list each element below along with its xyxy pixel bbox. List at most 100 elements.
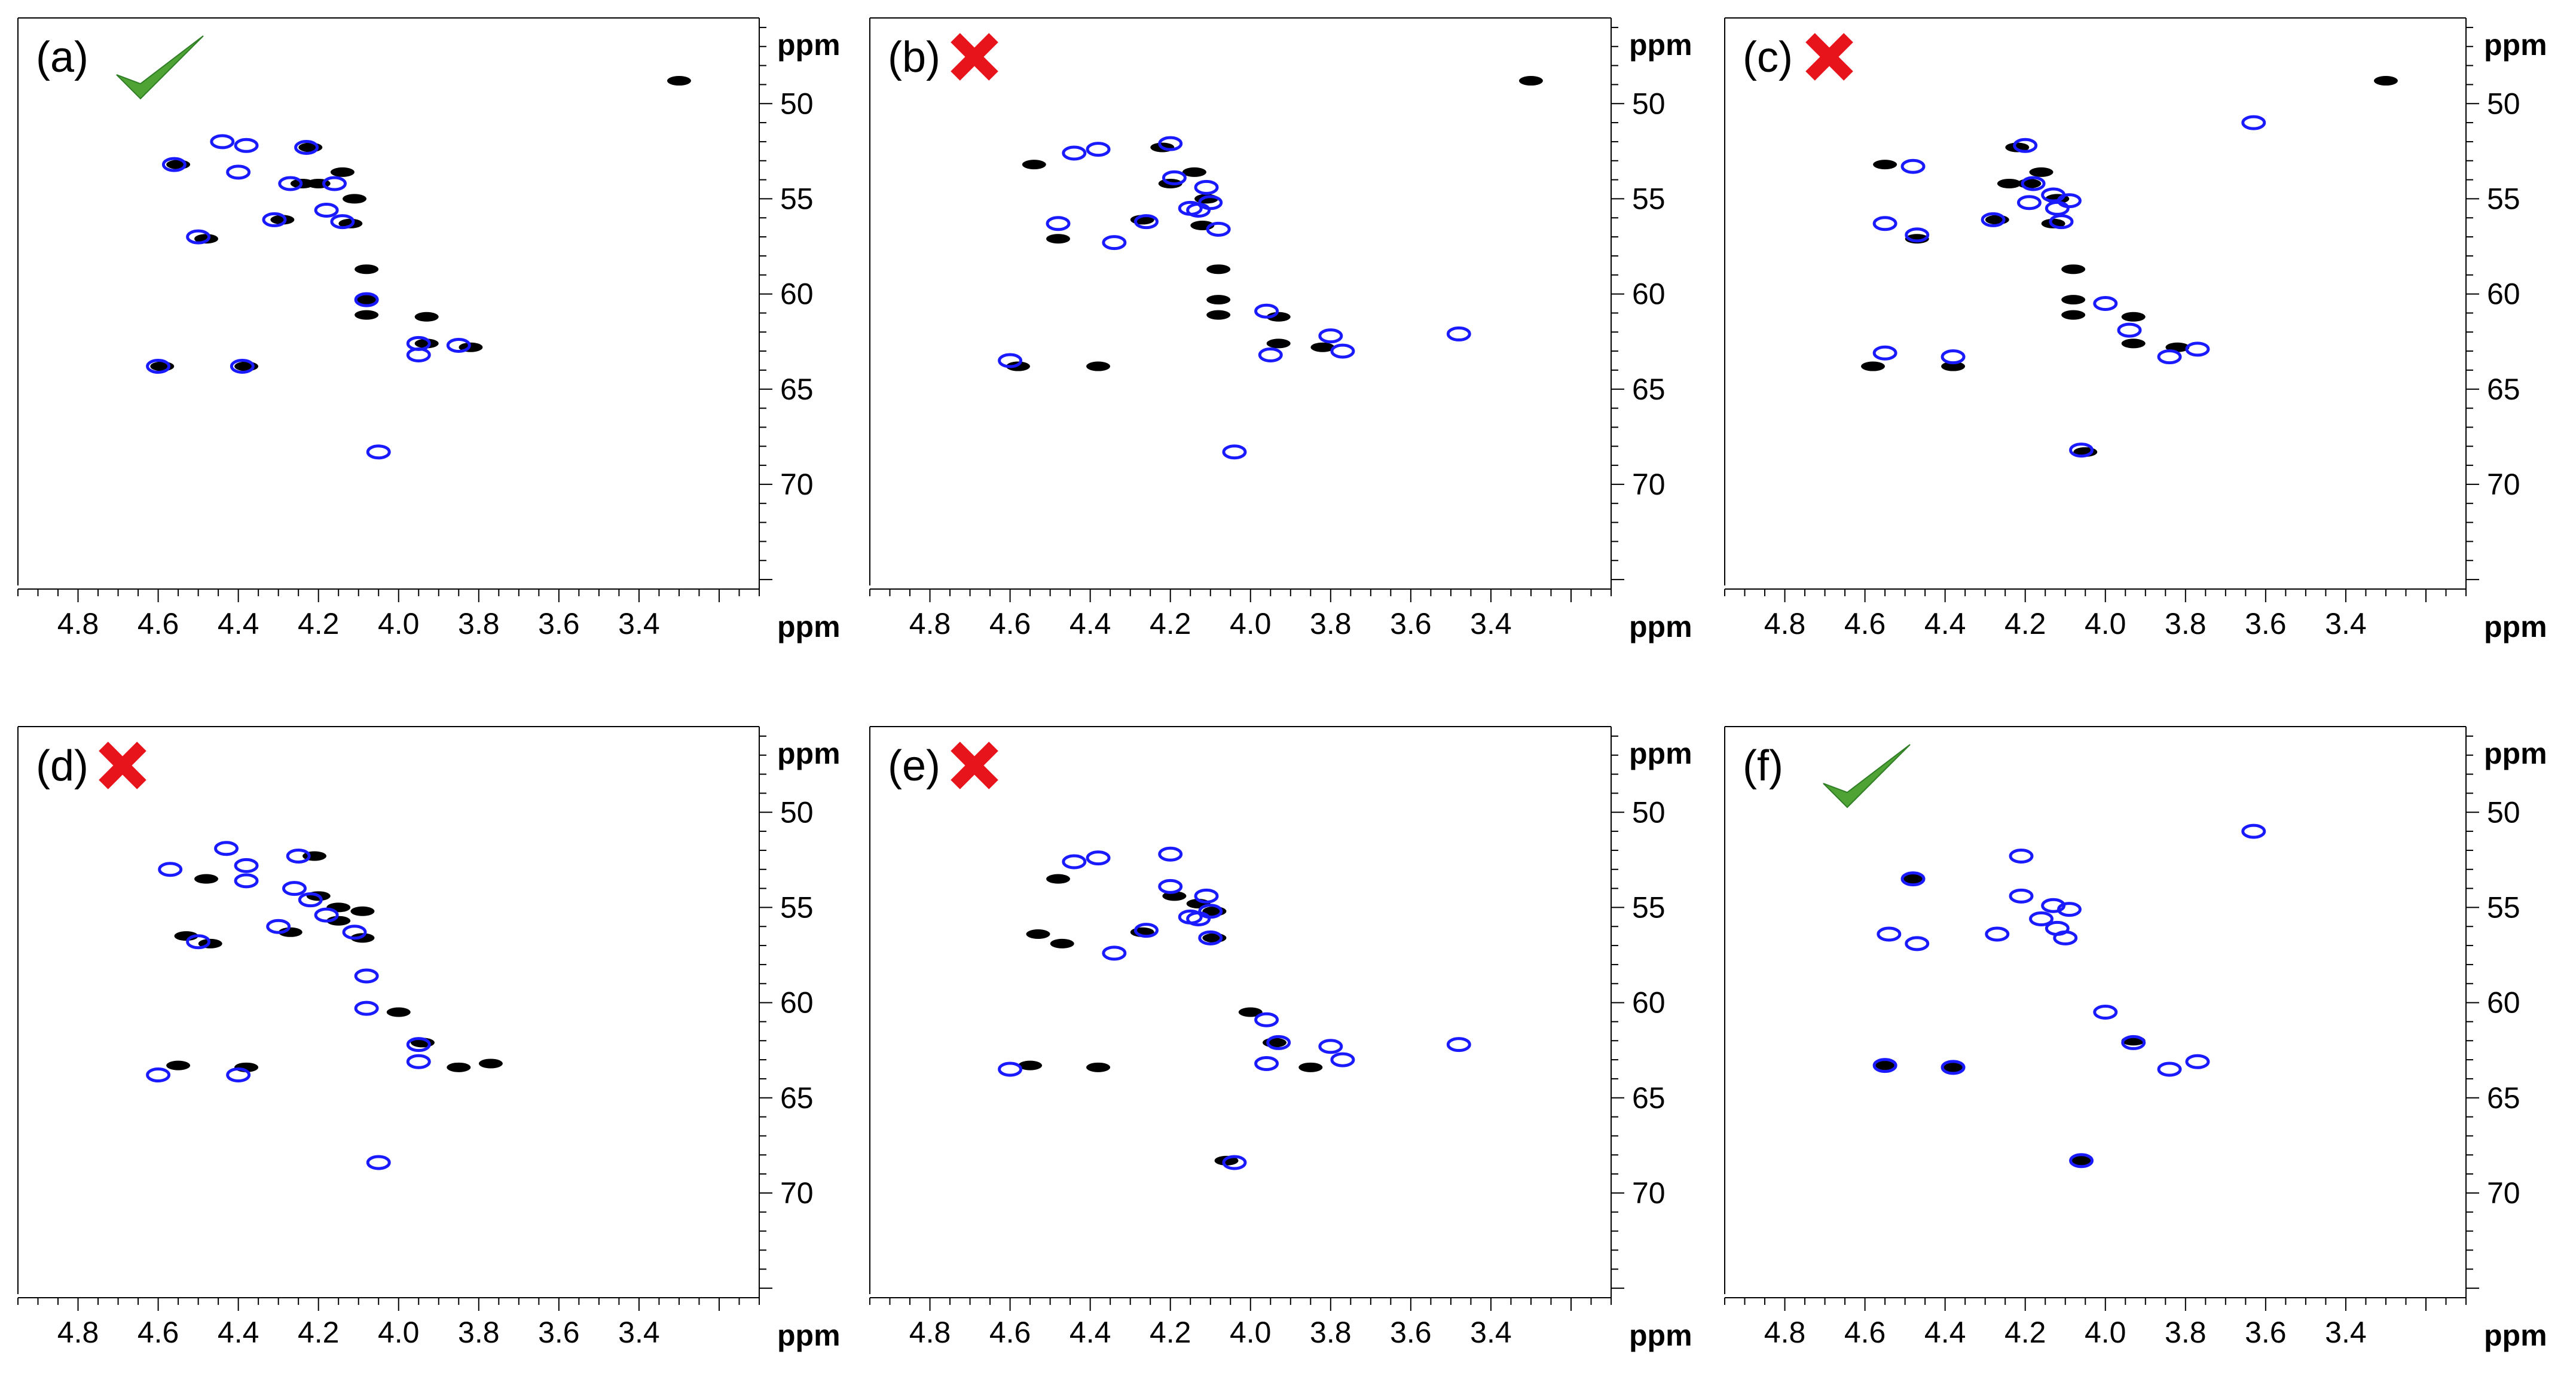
y-axis-label: ppm [2484,737,2547,770]
reference-peak [1206,310,1231,320]
x-tick-label: 4.8 [1764,1316,1806,1349]
x-tick-label: 4.4 [218,1316,259,1349]
predicted-peak [1254,303,1279,319]
x-tick-label: 4.0 [1230,1316,1272,1349]
reference-peak [1238,1007,1263,1017]
predicted-peak [1446,1037,1471,1053]
y-axis-label: ppm [2484,28,2547,62]
x-axis-label: ppm [1629,1319,1692,1352]
y-tick-label: 60 [1632,277,1666,311]
x-tick-label: 4.6 [1844,607,1886,640]
predicted-peak [1198,904,1223,919]
reference-peak [2017,178,2042,188]
predicted-peak [2045,200,2070,216]
x-tick-label: 4.8 [57,1316,99,1349]
predicted-peak [2029,911,2054,927]
reference-peak [2121,338,2146,349]
predicted-peak [354,1000,379,1016]
predicted-peak [1133,214,1159,230]
reference-peak [298,142,323,152]
predicted-peak [1158,136,1183,151]
predicted-peak [230,359,255,374]
check-mark-icon [1823,744,1911,809]
predicted-peak [314,203,339,218]
x-tick-label: 4.6 [989,1316,1031,1349]
reference-peak [1026,929,1050,939]
y-tick-label: 55 [780,890,814,924]
predicted-peak [342,925,367,940]
y-tick-label: 65 [1632,373,1666,406]
x-tick-label: 4.4 [1924,1316,1966,1349]
predicted-peak [2056,902,2082,917]
predicted-peak [286,848,311,864]
predicted-peak [366,1155,391,1170]
x-axis-label: ppm [777,610,841,643]
predicted-peak [2009,848,2034,864]
predicted-peak [2093,296,2118,311]
predicted-peak [1206,221,1231,237]
predicted-peak [1905,227,1930,243]
reference-peak [386,1007,411,1017]
predicted-peak [2185,341,2210,357]
reference-peak [2061,295,2086,305]
panel-label: (f) [1743,742,1783,790]
predicted-peak [1877,926,1902,942]
panel-c: 4.8 4.6 4.4 4.2 4.0 3.8 3.6 3.4 50 55 60 65 70 ppm ppm… [1724,17,2547,643]
reference-peak [343,194,367,204]
predicted-peak [1266,1035,1291,1050]
reference-peak [1298,1062,1323,1072]
reference-peak [478,1058,503,1069]
y-tick-label: 55 [2487,182,2520,215]
predicted-peak [298,892,323,908]
cross-mark-icon [951,742,998,789]
reference-peak [2069,1155,2094,1166]
reference-peak [166,1060,191,1070]
predicted-peak [446,338,471,353]
predicted-peak [161,157,187,172]
x-tick-label: 3.8 [2165,1316,2207,1349]
x-tick-label: 4.0 [2085,1316,2126,1349]
x-tick-label: 3.4 [1470,607,1512,640]
reference-peak [2061,310,2086,320]
predicted-peak [406,1054,431,1069]
predicted-peak [354,968,379,984]
x-tick-label: 4.0 [2085,607,2126,640]
reference-peak [330,167,355,177]
reference-peak [174,931,198,941]
x-tick-label: 3.6 [538,1316,580,1349]
y-tick-label: 65 [2487,1081,2520,1115]
reference-peak [1206,295,1231,305]
predicted-peak [234,138,259,153]
reference-peak [1941,1062,1966,1072]
reference-peak [1266,338,1291,349]
y-tick-label: 50 [1632,87,1666,120]
predicted-peak [1086,142,1111,157]
reference-peak [1018,1060,1043,1070]
predicted-peak [226,1067,251,1083]
predicted-peak [2157,349,2182,365]
predicted-peak [266,919,291,934]
predicted-peak [278,176,303,191]
x-tick-label: 3.8 [458,1316,500,1349]
reference-peak [1310,342,1335,352]
predicted-peak [2241,823,2266,839]
x-axis-label: ppm [2484,1319,2547,1352]
y-tick-label: 65 [780,373,814,406]
x-tick-label: 4.2 [298,607,340,640]
predicted-peak [2056,193,2082,209]
x-tick-label: 4.4 [1924,607,1966,640]
reference-peak [2005,142,2030,152]
reference-peak [2373,76,2398,86]
predicted-peak [262,212,287,227]
predicted-peak [1254,1056,1279,1071]
reference-peak [2041,218,2065,228]
predicted-peak [1133,923,1159,938]
predicted-peak [1900,158,1926,174]
reference-peak [1214,1155,1239,1166]
reference-peak [447,1062,471,1072]
y-tick-label: 60 [2487,277,2520,311]
x-tick-label: 3.6 [1390,1316,1432,1349]
predicted-peak [2121,1035,2146,1050]
predicted-peak [214,841,239,856]
